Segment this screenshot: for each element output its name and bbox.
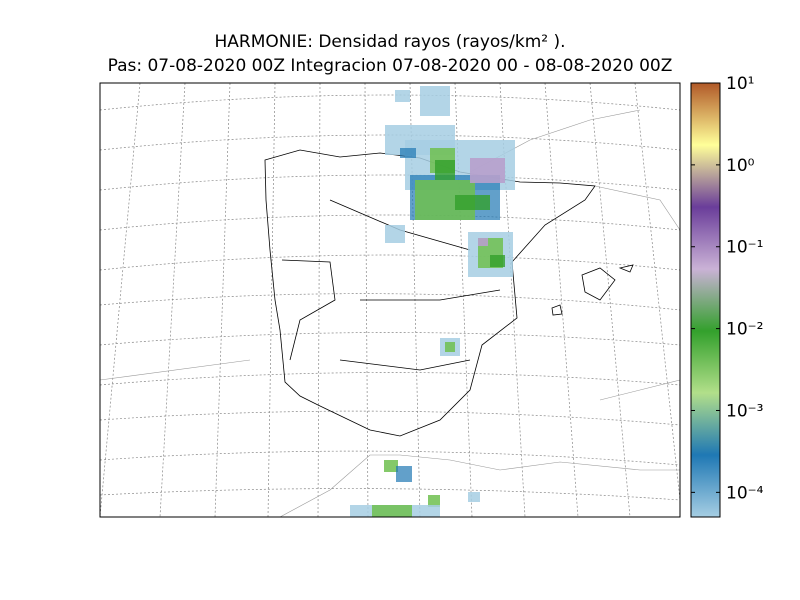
- colorbar-tick-label: 10⁻⁴: [726, 483, 764, 503]
- colorbar-tick-label: 10⁻¹: [726, 238, 763, 258]
- map-title: HARMONIE: Densidad rayos (rayos/km² ).: [214, 32, 565, 52]
- map-area: [100, 83, 680, 517]
- colorbar-tick-label: 10¹: [726, 74, 754, 94]
- coastlines: [100, 109, 680, 517]
- map-subtitle: Pas: 07-08-2020 00Z Integracion 07-08-20…: [108, 56, 673, 76]
- colorbar-tick-label: 10⁻²: [726, 320, 763, 340]
- colorbar-tick-label: 10⁰: [726, 156, 755, 176]
- map-frame: [99, 82, 681, 518]
- lightning-density: [350, 86, 515, 517]
- colorbar: [690, 82, 721, 518]
- colorbar-tick-label: 10⁻³: [726, 401, 763, 421]
